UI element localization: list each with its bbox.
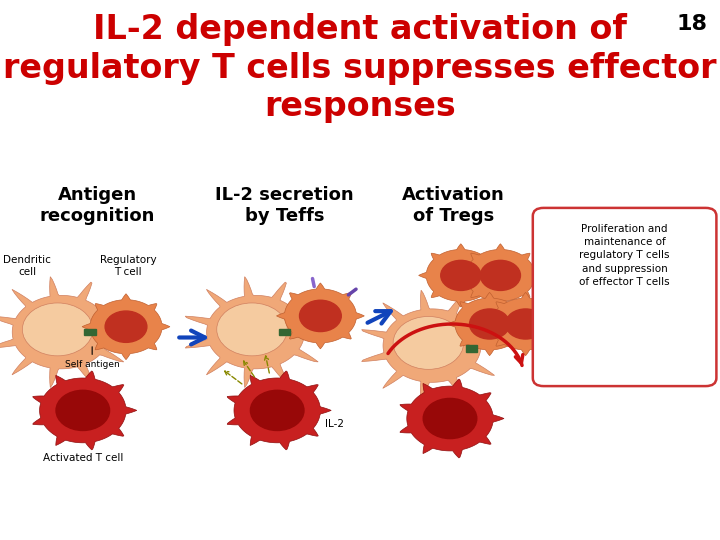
Circle shape	[56, 390, 109, 430]
Text: Antigen
recognition: Antigen recognition	[40, 186, 155, 225]
Circle shape	[251, 390, 304, 430]
Polygon shape	[400, 379, 504, 458]
Text: IL-2 dependent activation of
regulatory T cells suppresses effector
responses: IL-2 dependent activation of regulatory …	[4, 14, 716, 123]
Circle shape	[300, 300, 341, 332]
Polygon shape	[0, 276, 137, 388]
FancyBboxPatch shape	[533, 208, 716, 386]
Polygon shape	[82, 294, 170, 360]
Text: IL-2: IL-2	[325, 419, 344, 429]
Text: Proliferation and
maintenance of
regulatory T cells
and suppression
of effector : Proliferation and maintenance of regulat…	[580, 224, 670, 287]
Bar	[84, 329, 96, 335]
Circle shape	[393, 316, 464, 369]
Polygon shape	[458, 244, 543, 307]
Circle shape	[22, 303, 93, 356]
Text: IL-2 secretion
by Teffs: IL-2 secretion by Teffs	[215, 186, 354, 225]
Text: 18: 18	[676, 14, 707, 33]
Text: Activated T cell: Activated T cell	[42, 453, 123, 463]
Text: Activation
of Tregs: Activation of Tregs	[402, 186, 505, 225]
Circle shape	[423, 399, 477, 438]
Circle shape	[480, 260, 521, 291]
Bar	[279, 329, 290, 335]
Polygon shape	[228, 371, 331, 450]
Polygon shape	[447, 292, 532, 356]
Text: Dendritic
cell: Dendritic cell	[4, 255, 51, 277]
Circle shape	[469, 309, 510, 339]
Polygon shape	[185, 276, 331, 388]
Circle shape	[105, 311, 147, 342]
Circle shape	[217, 303, 287, 356]
Polygon shape	[418, 244, 503, 307]
Polygon shape	[33, 371, 137, 450]
Polygon shape	[483, 292, 568, 356]
Circle shape	[505, 309, 546, 339]
Circle shape	[441, 260, 481, 291]
Polygon shape	[361, 290, 508, 401]
Bar	[466, 345, 477, 352]
Polygon shape	[276, 283, 364, 349]
Text: Regulatory
T cell: Regulatory T cell	[100, 255, 156, 277]
Text: Self antigen: Self antigen	[65, 347, 120, 369]
